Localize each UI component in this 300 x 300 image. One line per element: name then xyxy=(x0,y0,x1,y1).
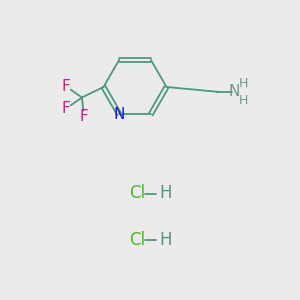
Text: H: H xyxy=(160,231,172,249)
Text: N: N xyxy=(114,107,125,122)
Text: Cl: Cl xyxy=(129,184,145,202)
Text: F: F xyxy=(61,101,70,116)
Text: N: N xyxy=(228,84,240,99)
Text: H: H xyxy=(239,77,248,90)
Text: H: H xyxy=(160,184,172,202)
Text: H: H xyxy=(239,94,248,107)
Text: F: F xyxy=(62,79,71,94)
Text: Cl: Cl xyxy=(129,231,145,249)
Text: F: F xyxy=(79,109,88,124)
